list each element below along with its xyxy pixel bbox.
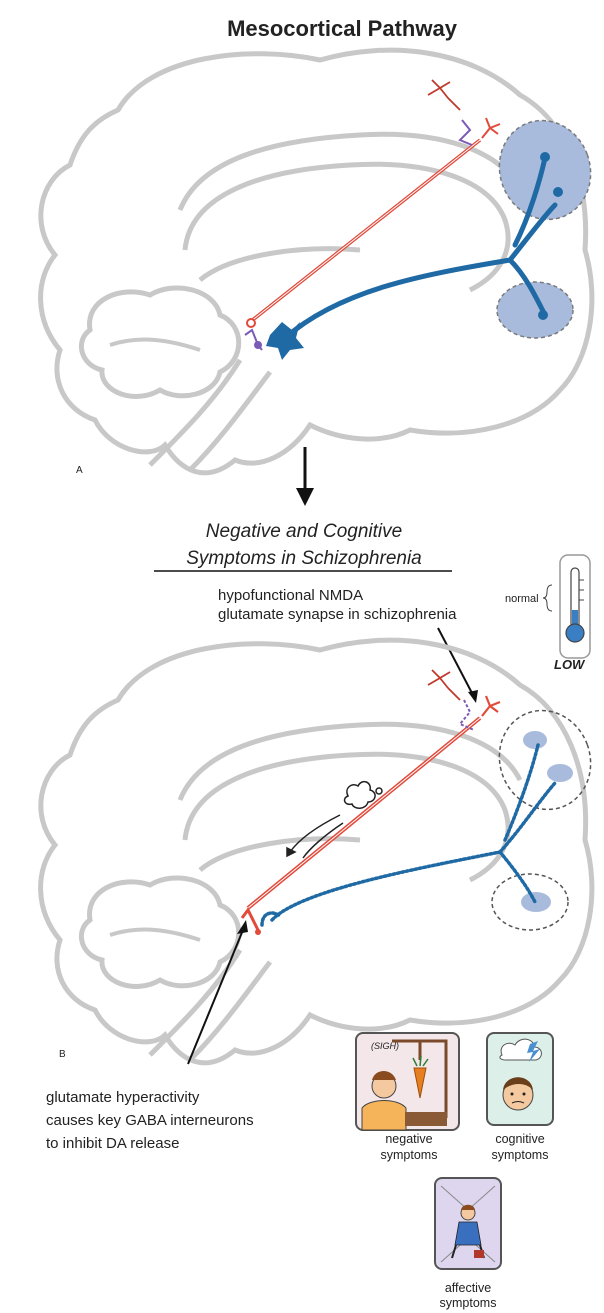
thermometer-low-label: LOW bbox=[554, 657, 586, 672]
figure-title: Mesocortical Pathway bbox=[227, 16, 458, 41]
motion-arrows bbox=[286, 814, 344, 859]
negative-symptoms-label-2: symptoms bbox=[381, 1148, 438, 1162]
dopamine-pathway-b bbox=[260, 743, 557, 927]
thermometer-normal-label: normal bbox=[505, 593, 539, 605]
nmda-note-line-2: glutamate synapse in schizophrenia bbox=[218, 606, 457, 623]
thermometer-icon bbox=[542, 554, 591, 659]
dopamine-terminals-a bbox=[538, 152, 563, 320]
subtitle-line-2: Symptoms in Schizophrenia bbox=[186, 548, 422, 569]
panel-b-label: B bbox=[59, 1049, 66, 1060]
down-arrow bbox=[296, 447, 314, 506]
dopamine-pathway-a bbox=[282, 155, 558, 341]
subtitle-line-1: Negative and Cognitive bbox=[206, 521, 402, 542]
negative-symptoms-speech: (SIGH) bbox=[371, 1041, 399, 1051]
negative-symptoms-label-1: negative bbox=[385, 1132, 432, 1146]
gaba-interneuron-b bbox=[458, 699, 475, 731]
carrot-icon bbox=[413, 1067, 427, 1099]
glutamate-pointer-arrow bbox=[187, 920, 248, 1065]
lightning-icon bbox=[527, 1041, 540, 1062]
despondent-person-icon bbox=[451, 1204, 485, 1259]
glutamate-neuron-b bbox=[240, 669, 501, 935]
cognitive-symptoms-label-1: cognitive bbox=[495, 1132, 544, 1146]
target-region-lower-b bbox=[491, 873, 569, 931]
panel-b: B bbox=[41, 640, 604, 1063]
affective-symptoms-label-1: affective bbox=[445, 1281, 491, 1295]
affective-symptoms-label-2: symptoms bbox=[440, 1296, 497, 1310]
affective-symptoms-card bbox=[434, 1177, 502, 1270]
gaba-interneuron-a bbox=[244, 119, 473, 351]
glutamate-note-line-3: to inhibit DA release bbox=[46, 1135, 179, 1152]
glutamate-note-line-2: causes key GABA interneurons bbox=[46, 1112, 254, 1129]
cognitive-symptoms-label-2: symptoms bbox=[492, 1148, 549, 1162]
nmda-pointer-arrow bbox=[437, 627, 478, 703]
vta-dopamine-neuron-a bbox=[266, 322, 304, 360]
sighing-person-icon bbox=[361, 1071, 447, 1131]
confused-person-icon bbox=[502, 1077, 534, 1111]
nmda-note-line-1: hypofunctional NMDA bbox=[218, 587, 363, 604]
cognitive-symptoms-card bbox=[486, 1032, 554, 1126]
panel-a: A bbox=[41, 50, 604, 476]
glutamate-neuron-a bbox=[246, 79, 501, 328]
panel-a-label: A bbox=[76, 465, 83, 476]
target-region-upper-a bbox=[498, 119, 592, 221]
glutamate-note-line-1: glutamate hyperactivity bbox=[46, 1089, 200, 1106]
target-region-lower-a bbox=[496, 281, 574, 339]
negative-symptoms-card: (SIGH) bbox=[355, 1032, 460, 1131]
gallows-icon bbox=[392, 1039, 448, 1118]
thought-bubble bbox=[343, 780, 383, 809]
